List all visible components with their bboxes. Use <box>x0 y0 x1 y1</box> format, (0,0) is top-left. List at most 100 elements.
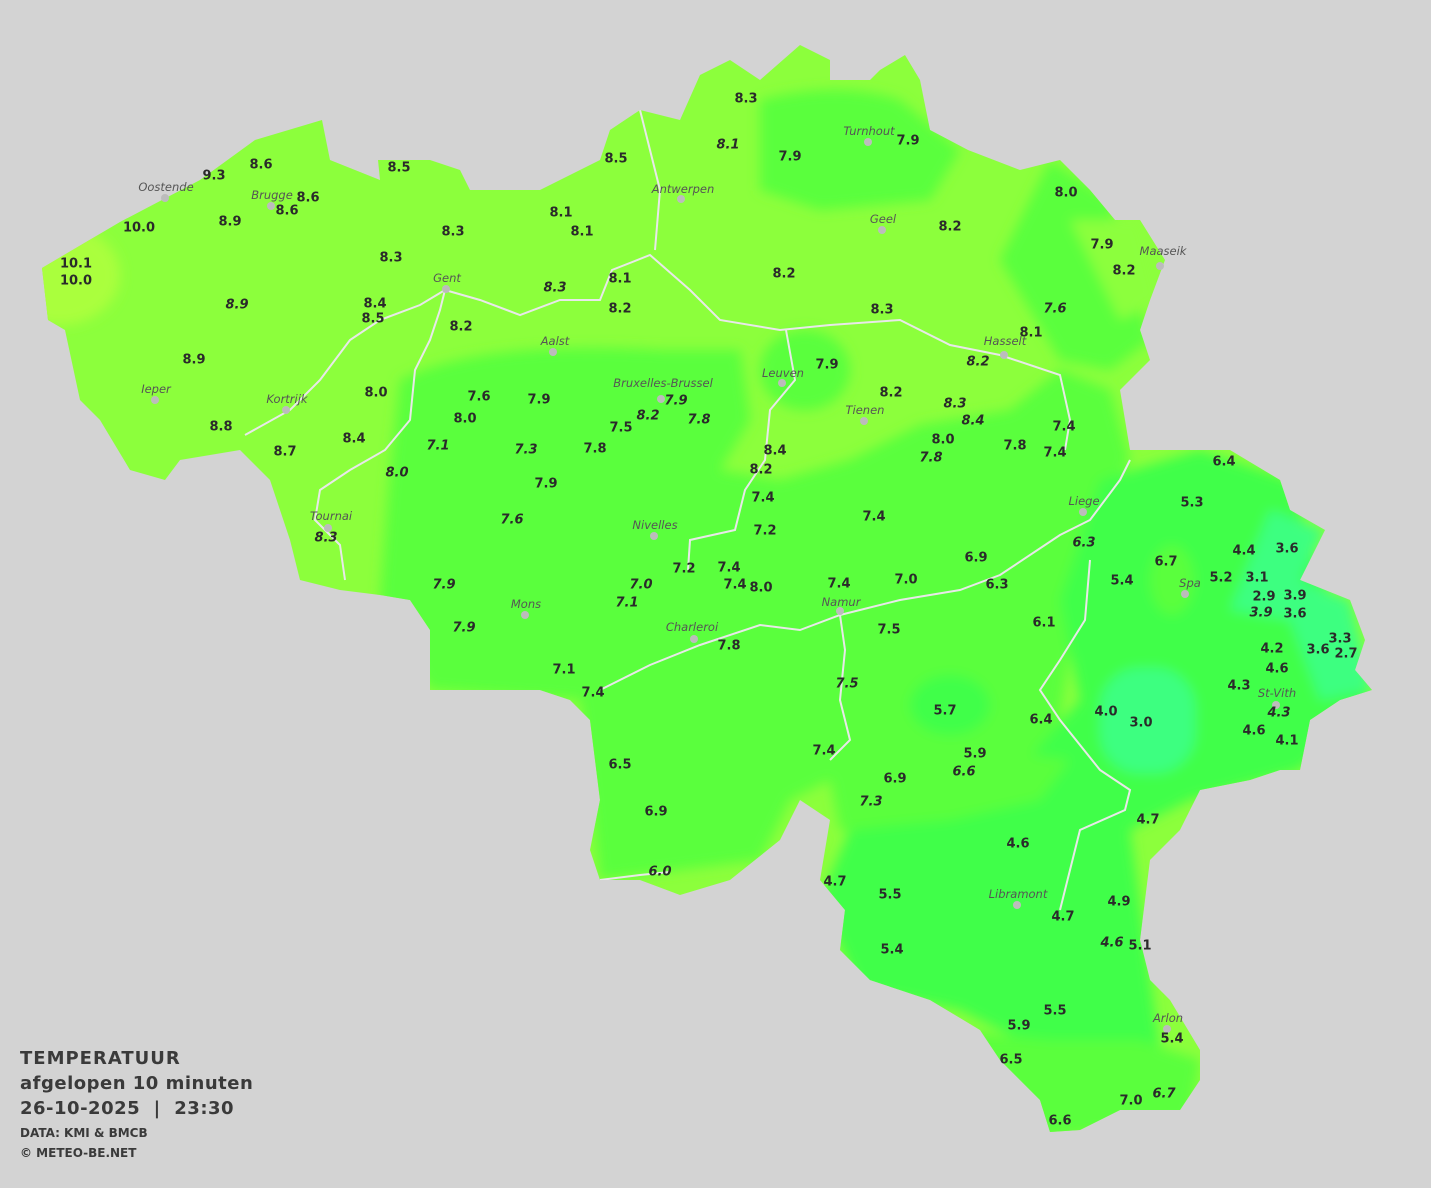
station-temperature: 9.3 <box>202 169 225 184</box>
station-temperature: 8.2 <box>772 267 795 282</box>
city-label: Nivelles <box>632 518 677 532</box>
city-dot <box>1181 590 1189 598</box>
city-label: Kortrijk <box>266 392 309 406</box>
city-label: St-Vith <box>1258 686 1296 700</box>
city-dot <box>1079 508 1087 516</box>
station-temperature: 3.1 <box>1245 571 1268 586</box>
station-temperature: 8.3 <box>734 92 757 107</box>
city-dot <box>690 635 698 643</box>
city-label: Maaseik <box>1140 244 1188 258</box>
station-temperature: 7.9 <box>432 578 455 593</box>
station-temperature: 8.7 <box>273 445 296 460</box>
station-temperature: 5.4 <box>880 943 903 958</box>
station-temperature: 7.6 <box>467 390 490 405</box>
station-temperature: 8.9 <box>225 298 248 313</box>
station-temperature: 8.6 <box>249 158 272 173</box>
station-temperature: 6.3 <box>1072 536 1095 551</box>
station-temperature: 4.7 <box>823 875 846 890</box>
station-temperature: 4.4 <box>1232 544 1255 559</box>
station-temperature: 7.4 <box>862 510 885 525</box>
station-temperature: 7.4 <box>723 578 746 593</box>
city-label: Leuven <box>762 366 804 380</box>
station-values-layer: 8.38.17.97.98.58.69.38.58.68.610.0 8.98.1… <box>60 92 1358 1129</box>
city-label: Spa <box>1179 576 1201 590</box>
station-temperature: 8.9 <box>182 353 205 368</box>
city-dot <box>1163 1025 1171 1033</box>
city-dot <box>521 611 529 619</box>
station-temperature: 8.2 <box>938 220 961 235</box>
station-temperature: 7.4 <box>1043 446 1066 461</box>
station-temperature: 7.0 <box>629 578 652 593</box>
city-dot <box>442 285 450 293</box>
station-temperature: 7.4 <box>581 686 604 701</box>
station-temperature: 7.6 <box>1043 302 1066 317</box>
station-temperature: 6.4 <box>1212 455 1235 470</box>
station-temperature: 7.8 <box>1003 439 1026 454</box>
station-temperature: 8.1 <box>716 138 739 153</box>
station-temperature: 4.9 <box>1107 895 1130 910</box>
station-temperature: 6.0 <box>648 865 671 880</box>
station-temperature: 2.9 <box>1252 590 1275 605</box>
city-dot <box>1013 901 1021 909</box>
map-legend: TEMPERATUUR afgelopen 10 minuten 26-10-2… <box>20 1046 253 1163</box>
station-temperature: 8.6 <box>275 204 298 219</box>
city-label: Aalst <box>540 334 570 348</box>
station-temperature: 6.9 <box>883 772 906 787</box>
station-temperature: 7.2 <box>753 524 776 539</box>
station-temperature: 7.4 <box>1052 420 1075 435</box>
station-temperature: 8.3 <box>543 281 566 296</box>
station-temperature: 8.3 <box>314 531 337 546</box>
city-label: Arlon <box>1152 1011 1183 1025</box>
station-temperature: 4.6 <box>1006 837 1029 852</box>
station-temperature: 8.0 <box>749 581 772 596</box>
station-temperature: 8.3 <box>943 397 966 412</box>
station-temperature: 5.4 <box>1160 1032 1183 1047</box>
city-label: Turnhout <box>843 124 895 138</box>
city-label: Bruxelles-Brussel <box>613 376 713 390</box>
station-temperature: 7.5 <box>835 677 858 692</box>
station-temperature: 7.4 <box>751 491 774 506</box>
city-label: Tienen <box>846 403 885 417</box>
station-temperature: 7.8 <box>687 413 710 428</box>
station-temperature: 7.5 <box>609 421 632 436</box>
station-temperature: 6.5 <box>608 758 631 773</box>
station-temperature: 8.5 <box>604 152 627 167</box>
station-temperature: 3.9 <box>1249 606 1272 621</box>
station-temperature: 5.7 <box>933 704 956 719</box>
city-dot <box>151 396 159 404</box>
station-temperature: 4.6 <box>1099 936 1123 951</box>
station-temperature: 4.3 <box>1227 679 1250 694</box>
city-dot <box>657 395 665 403</box>
station-temperature: 6.4 <box>1029 713 1052 728</box>
city-dot <box>549 348 557 356</box>
station-temperature: 8.2 <box>1112 264 1135 279</box>
station-temperature: 8.2 <box>749 463 772 478</box>
station-temperature: 7.4 <box>717 561 740 576</box>
station-temperature: 5.2 <box>1209 571 1232 586</box>
station-temperature: 3.6 <box>1275 542 1298 557</box>
city-dot <box>282 406 290 414</box>
station-temperature: 5.9 <box>1007 1019 1030 1034</box>
city-label: Namur <box>822 595 862 609</box>
station-temperature: 7.1 <box>552 663 575 678</box>
city-layer: Turnhout Oostende Brugge Antwerpen Geel Maase… <box>138 124 1296 1033</box>
station-temperature: 2.7 <box>1334 647 1357 662</box>
station-temperature: 4.6 <box>1265 662 1288 677</box>
station-temperature: 7.9 <box>527 393 550 408</box>
station-temperature: 7.2 <box>672 562 695 577</box>
city-label: Geel <box>870 212 897 226</box>
station-temperature: 5.3 <box>1180 496 1203 511</box>
station-temperature: 7.8 <box>919 451 942 466</box>
station-temperature: 7.9 <box>452 621 475 636</box>
city-label: Gent <box>433 271 461 285</box>
city-label: Tournai <box>310 509 353 523</box>
station-temperature: 7.4 <box>827 577 850 592</box>
station-temperature: 6.7 <box>1154 555 1177 570</box>
station-temperature: 8.0 <box>364 386 387 401</box>
station-temperature: 7.8 <box>717 639 740 654</box>
city-dot <box>267 202 275 210</box>
station-temperature: 5.1 <box>1128 939 1151 954</box>
city-dot <box>1000 351 1008 359</box>
station-temperature: 8.2 <box>449 320 472 335</box>
city-label: Brugge <box>251 188 293 202</box>
